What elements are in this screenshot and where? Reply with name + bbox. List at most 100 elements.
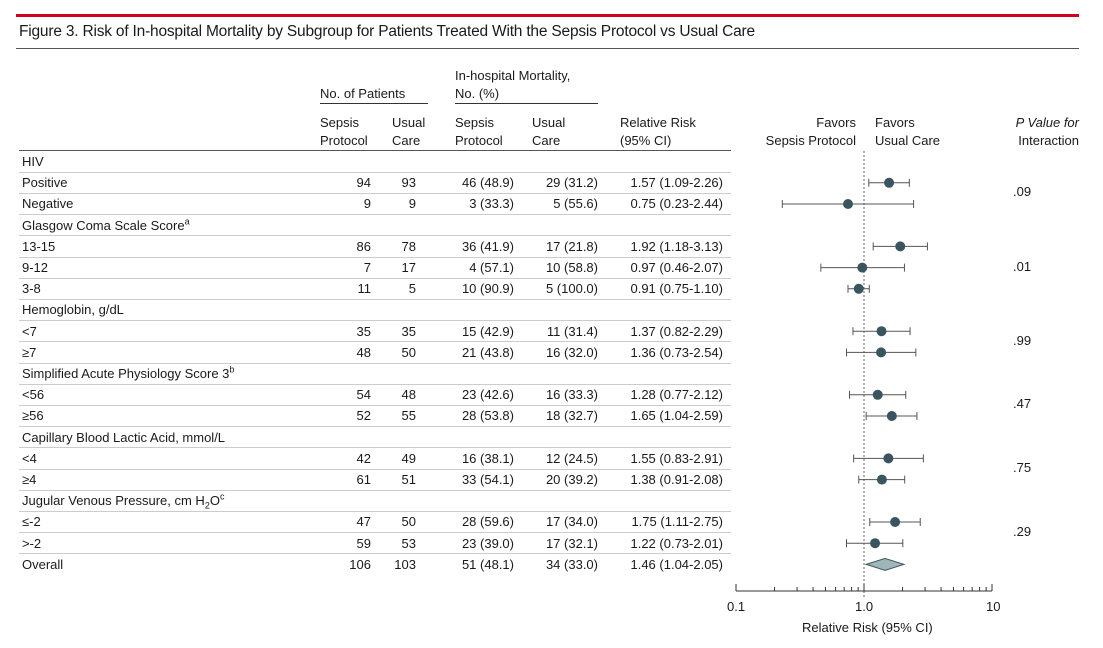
cell-mortality-sepsis: 23 (42.6) xyxy=(461,387,514,403)
cell-n-usual: 103 xyxy=(394,556,416,572)
row-label-text: Glasgow Coma Scale Score xyxy=(22,217,185,233)
figure-title: Figure 3. Risk of In-hospital Mortality … xyxy=(19,23,755,40)
cell-relative-risk: 0.75 (0.23-2.44) xyxy=(630,196,723,212)
p-value: .09 xyxy=(1013,184,1032,200)
row-label-text: ≥56 xyxy=(22,408,44,424)
cell-n-usual: 51 xyxy=(401,472,416,487)
row-label-text: ≤-2 xyxy=(22,514,41,530)
cell-n-usual: 5 xyxy=(408,281,416,297)
cell-mortality-usual: 34 (33.0) xyxy=(545,556,598,572)
row-label-text: Negative xyxy=(22,196,74,212)
cell-mortality-sepsis: 33 (54.1) xyxy=(461,472,514,487)
header-rr-2: (95% CI) xyxy=(620,133,672,148)
row-divider xyxy=(19,510,731,512)
cell-mortality-sepsis: 46 (48.9) xyxy=(461,175,514,191)
row-label-text: 9-12 xyxy=(22,260,49,275)
row-label-text: Simplified Acute Physiology Score 3 xyxy=(22,366,230,381)
cell-n-usual: 35 xyxy=(401,323,416,339)
cell-mortality-sepsis: 3 (33.3) xyxy=(469,196,514,212)
row-label-text: >-2 xyxy=(22,535,42,551)
row-label-text: HIV xyxy=(22,154,44,169)
cell-n-usual: 53 xyxy=(401,535,416,551)
row-label: 13-15 xyxy=(22,236,55,257)
cell-n-usual: 50 xyxy=(401,514,416,530)
x-tick-label-0.1: 0.1 xyxy=(727,599,746,614)
point-estimate xyxy=(890,517,901,527)
row-label: <4 xyxy=(22,448,37,469)
table-row: ≥56 52 55 28 (53.8) 18 (32.7) 1.65 (1.04-2.59… xyxy=(19,405,731,426)
p-value: .01 xyxy=(1013,258,1032,274)
row-label: HIV xyxy=(22,151,44,172)
header-pval-2: Interaction xyxy=(1018,133,1079,148)
row-divider xyxy=(19,553,731,555)
x-tick-label-10: 10 xyxy=(986,599,1001,614)
row-label: ≥56 xyxy=(22,405,44,426)
row-label-text: Positive xyxy=(22,175,68,191)
cell-n-sepsis: 9 xyxy=(363,196,371,212)
cell-n-sepsis: 94 xyxy=(356,175,371,191)
row-divider xyxy=(19,383,731,385)
subgroup-header-row: Hemoglobin, g/dL xyxy=(19,299,731,320)
row-divider xyxy=(19,341,731,343)
forest-plot xyxy=(735,150,993,598)
subgroup-header-row: Glasgow Coma Scale Scorea xyxy=(19,215,731,236)
row-divider xyxy=(19,235,731,237)
point-estimate xyxy=(853,283,864,294)
cell-relative-risk: 1.46 (1.04-2.05) xyxy=(630,556,723,572)
row-divider xyxy=(19,277,731,279)
point-estimate xyxy=(876,474,887,485)
cell-mortality-sepsis: 10 (90.9) xyxy=(461,281,514,297)
point-estimate xyxy=(870,538,881,549)
table-row: <4 42 49 16 (38.1) 12 (24.5) 1.55 (0.83-2.91) xyxy=(19,448,731,469)
row-label-footnote: b xyxy=(229,364,235,375)
table-row: 13-15 86 78 36 (41.9) 17 (21.8) 1.92 (1.18-3.… xyxy=(19,236,731,257)
header-usual-m-2: Care xyxy=(532,133,561,148)
header-no-patients: No. of Patients xyxy=(320,86,406,101)
cell-mortality-usual: 18 (32.7) xyxy=(545,408,598,424)
cell-mortality-sepsis: 4 (57.1) xyxy=(469,260,514,275)
cell-mortality-sepsis: 28 (53.8) xyxy=(461,408,514,424)
row-divider xyxy=(19,489,731,491)
subgroup-header-row: HIV xyxy=(19,151,731,172)
row-label-footnote: a xyxy=(184,216,190,227)
row-label-footnote: c xyxy=(219,491,225,502)
cell-relative-risk: 1.57 (1.09-2.26) xyxy=(630,175,723,191)
row-label: Glasgow Coma Scale Scorea xyxy=(22,215,190,236)
table-row: ≥7 48 50 21 (43.8) 16 (32.0) 1.36 (0.73-2.54) xyxy=(19,342,731,363)
row-label: ≥4 xyxy=(22,469,36,490)
cell-mortality-usual: 17 (34.0) xyxy=(545,514,598,530)
cell-mortality-usual: 16 (32.0) xyxy=(545,344,598,360)
row-divider xyxy=(19,192,731,194)
row-label: <56 xyxy=(22,384,44,405)
cell-relative-risk: 1.22 (0.73-2.01) xyxy=(630,535,723,551)
cell-n-sepsis: 106 xyxy=(349,556,371,572)
cell-relative-risk: 0.91 (0.75-1.10) xyxy=(630,281,723,297)
row-label: Jugular Venous Pressure, cm H2Oc xyxy=(22,490,224,511)
header-no-patients-rule xyxy=(320,103,428,104)
cell-n-usual: 93 xyxy=(401,175,416,191)
table-row: <56 54 48 23 (42.6) 16 (33.3) 1.28 (0.77-2.12… xyxy=(19,384,731,405)
cell-mortality-sepsis: 23 (39.0) xyxy=(461,535,514,551)
p-value: .29 xyxy=(1013,523,1032,539)
point-estimate xyxy=(895,241,906,252)
cell-n-usual: 78 xyxy=(401,238,416,254)
cell-relative-risk: 1.36 (0.73-2.54) xyxy=(630,344,723,360)
cell-n-sepsis: 86 xyxy=(356,238,371,254)
cell-n-usual: 49 xyxy=(401,450,416,466)
row-label-text: 13-15 xyxy=(22,238,56,254)
cell-mortality-sepsis: 36 (41.9) xyxy=(461,238,514,254)
row-label: Negative xyxy=(22,193,73,214)
header-rr-1: Relative Risk xyxy=(620,115,696,130)
cell-mortality-sepsis: 16 (38.1) xyxy=(461,450,514,466)
row-label-text: 3-8 xyxy=(22,281,41,297)
cell-mortality-sepsis: 21 (43.8) xyxy=(461,344,514,360)
row-divider xyxy=(19,426,731,428)
cell-relative-risk: 0.97 (0.46-2.07) xyxy=(630,260,723,275)
cell-n-sepsis: 59 xyxy=(356,535,371,551)
header-usual-n-2: Care xyxy=(392,133,421,148)
cell-mortality-usual: 16 (33.3) xyxy=(545,387,598,403)
row-label-suffix: O xyxy=(209,493,220,509)
point-estimate xyxy=(884,177,895,188)
row-label: >-2 xyxy=(22,533,41,554)
point-estimate xyxy=(857,262,868,273)
